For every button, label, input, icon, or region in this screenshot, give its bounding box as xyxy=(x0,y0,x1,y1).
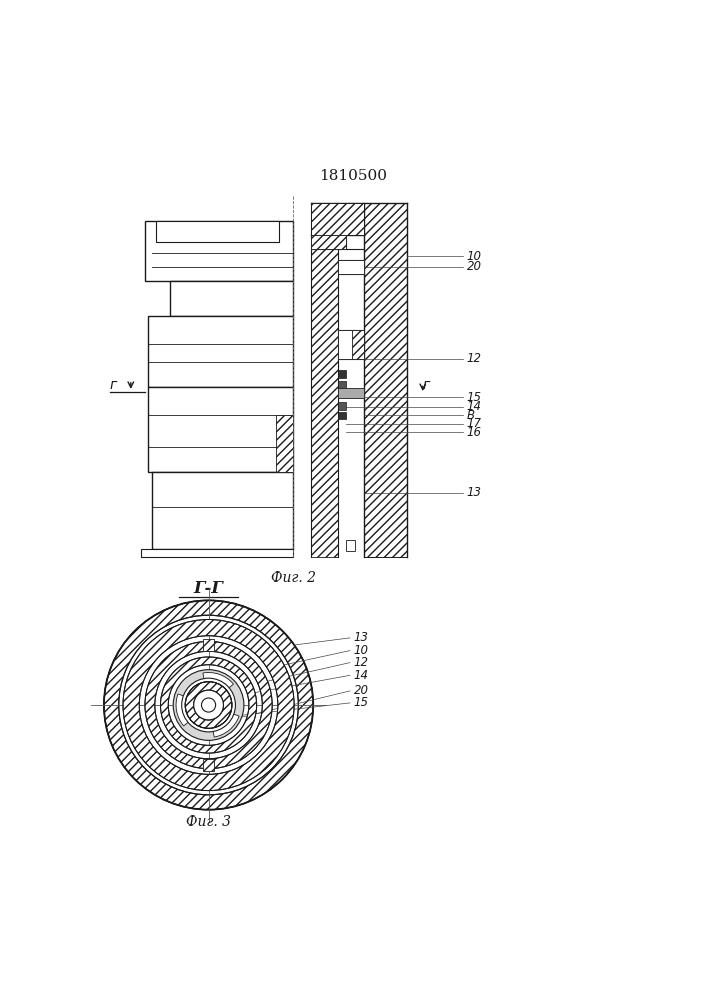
Bar xyxy=(338,402,346,410)
Bar xyxy=(156,221,279,242)
Bar xyxy=(152,472,293,549)
Bar xyxy=(364,203,407,557)
Circle shape xyxy=(182,678,235,732)
Bar xyxy=(338,381,346,388)
Wedge shape xyxy=(160,657,257,753)
Bar xyxy=(338,388,364,398)
Bar xyxy=(148,387,293,472)
Bar xyxy=(145,221,293,281)
Bar xyxy=(276,415,293,472)
Wedge shape xyxy=(123,619,294,791)
Text: Г-Г: Г-Г xyxy=(194,580,223,597)
Text: 14: 14 xyxy=(354,669,368,682)
Text: 12: 12 xyxy=(467,352,481,365)
Text: 10: 10 xyxy=(467,250,481,263)
Wedge shape xyxy=(176,694,189,726)
Bar xyxy=(338,260,364,274)
Text: 1810500: 1810500 xyxy=(320,169,387,183)
Bar xyxy=(338,330,352,359)
Wedge shape xyxy=(145,641,272,769)
Text: г: г xyxy=(423,378,430,392)
Bar xyxy=(148,316,293,387)
Circle shape xyxy=(194,690,223,720)
Text: 20: 20 xyxy=(467,260,481,273)
Circle shape xyxy=(173,670,244,740)
Bar xyxy=(170,281,293,316)
Bar xyxy=(141,549,293,557)
Bar xyxy=(311,203,364,235)
Text: г: г xyxy=(110,378,117,392)
Bar xyxy=(311,235,346,249)
Text: Фиг. 2: Фиг. 2 xyxy=(271,571,316,585)
Wedge shape xyxy=(213,714,239,737)
Text: 14: 14 xyxy=(467,400,481,413)
Bar xyxy=(346,540,355,551)
Wedge shape xyxy=(185,682,232,728)
Bar xyxy=(338,370,346,378)
Text: 10: 10 xyxy=(354,644,368,657)
Text: 13: 13 xyxy=(467,486,481,499)
Bar xyxy=(203,639,214,651)
Text: 15: 15 xyxy=(467,391,481,404)
Bar xyxy=(203,759,214,771)
Bar xyxy=(311,203,338,557)
Text: 16: 16 xyxy=(467,426,481,439)
Text: 13: 13 xyxy=(354,631,368,644)
Text: 12: 12 xyxy=(354,656,368,669)
Bar xyxy=(338,330,364,359)
Wedge shape xyxy=(203,673,233,689)
Text: Фиг. 3: Фиг. 3 xyxy=(186,815,231,829)
Circle shape xyxy=(201,698,216,712)
Bar xyxy=(338,412,346,419)
Text: В: В xyxy=(467,409,474,422)
Wedge shape xyxy=(104,600,313,810)
Text: 15: 15 xyxy=(354,696,368,709)
Text: 17: 17 xyxy=(467,417,481,430)
Text: 20: 20 xyxy=(354,684,368,697)
